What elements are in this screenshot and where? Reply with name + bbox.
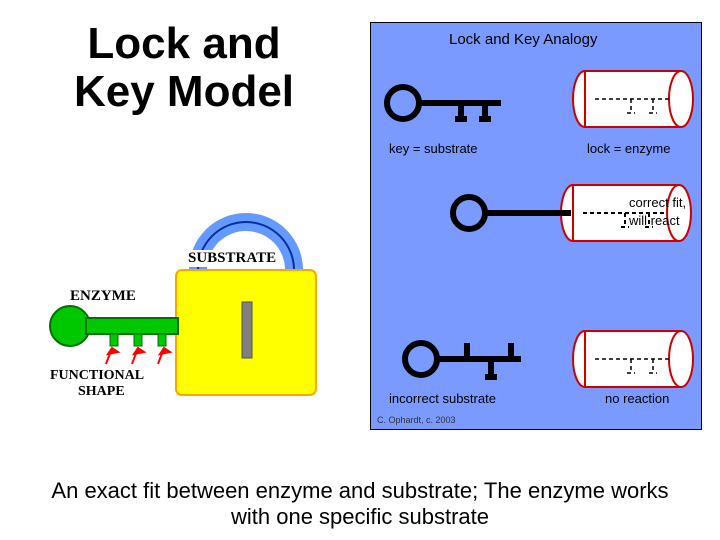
substrate-label: SUBSTRATE: [186, 250, 278, 267]
cylinder-lock-2: [573, 331, 693, 387]
label-lock-enzyme: lock = enzyme: [587, 141, 670, 156]
functional-arrows: [106, 348, 170, 364]
label-key-substrate: key = substrate: [389, 141, 478, 156]
functional-label-2: SHAPE: [78, 384, 125, 400]
key-icon-3: [405, 343, 521, 377]
functional-label-1: FUNCTIONAL: [50, 368, 144, 384]
label-correct-2: will react: [629, 213, 680, 228]
label-incorrect: incorrect substrate: [389, 391, 496, 406]
label-noreaction: no reaction: [605, 391, 669, 406]
key-icon-1: [387, 87, 501, 119]
right-panel: Lock and Key Analogy: [370, 22, 702, 430]
left-diagram-svg: [0, 0, 370, 430]
enzyme-label: ENZYME: [70, 288, 136, 305]
enzyme-key: [50, 306, 178, 346]
cylinder-lock-1: [573, 71, 693, 127]
label-correct-1: correct fit,: [629, 195, 686, 210]
padlock-keyhole: [242, 302, 252, 358]
label-credit: C. Ophardt, c. 2003: [377, 415, 456, 425]
caption: An exact fit between enzyme and substrat…: [0, 478, 720, 530]
